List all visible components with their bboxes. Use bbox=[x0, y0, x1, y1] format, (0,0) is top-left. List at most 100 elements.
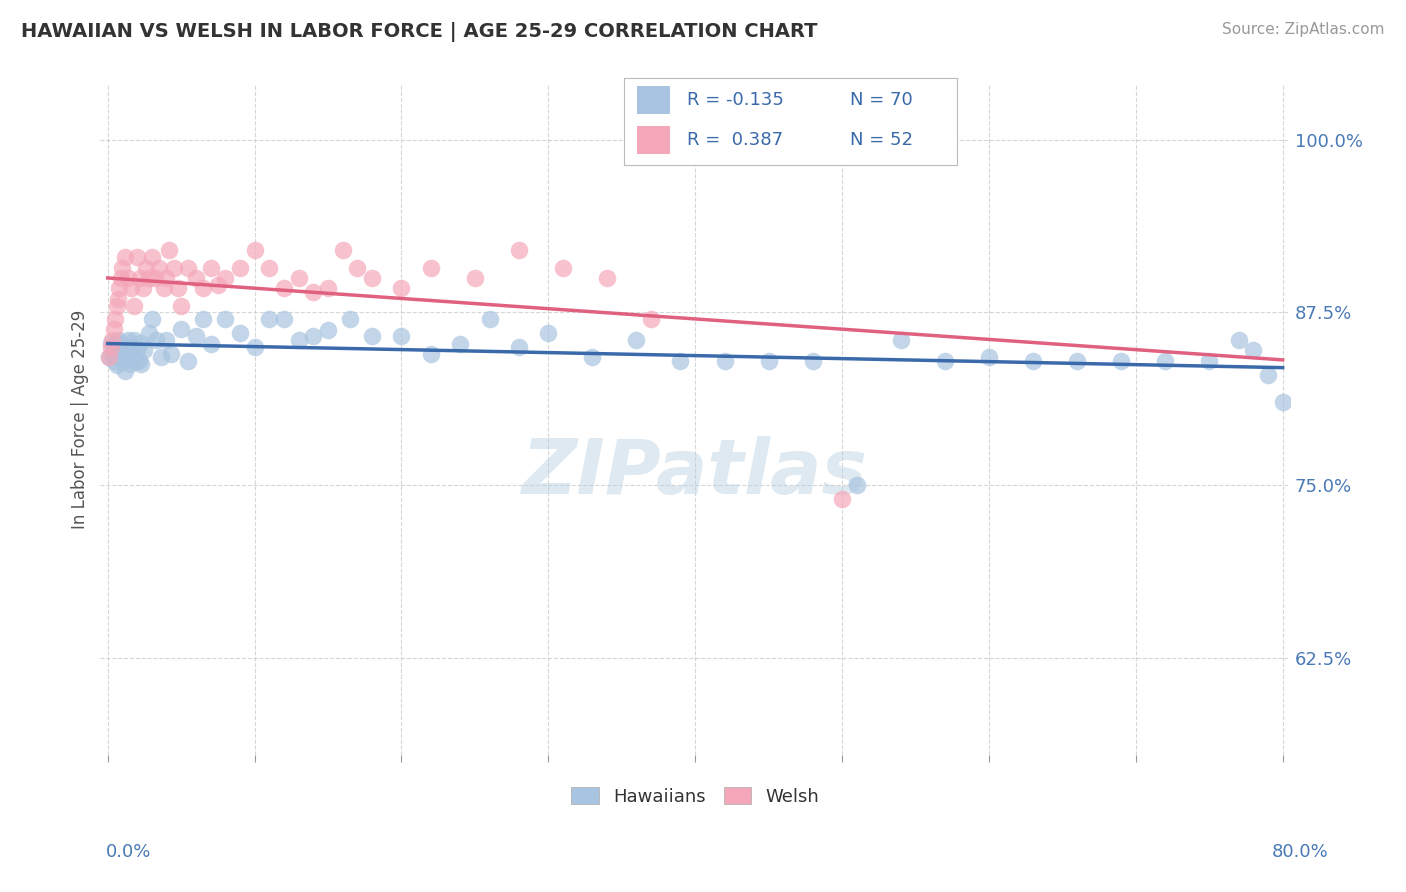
Point bbox=[1271, 395, 1294, 409]
Point bbox=[184, 271, 207, 285]
Point bbox=[135, 261, 157, 276]
Point bbox=[191, 280, 214, 294]
Point bbox=[361, 329, 384, 343]
Point bbox=[346, 261, 368, 276]
Point bbox=[129, 271, 152, 285]
Point bbox=[669, 354, 692, 368]
Point bbox=[111, 337, 134, 351]
Point bbox=[1227, 333, 1250, 347]
Point bbox=[152, 280, 174, 294]
Point bbox=[101, 333, 124, 347]
Point bbox=[259, 261, 281, 276]
Point bbox=[713, 354, 735, 368]
Point bbox=[449, 337, 471, 351]
Point bbox=[163, 261, 186, 276]
Point bbox=[1022, 354, 1045, 368]
Point bbox=[149, 350, 172, 364]
Point bbox=[229, 326, 252, 341]
Point bbox=[419, 347, 441, 361]
Point bbox=[419, 261, 441, 276]
Point bbox=[110, 271, 132, 285]
Point bbox=[1241, 343, 1264, 357]
Point bbox=[1066, 354, 1088, 368]
Point bbox=[478, 312, 501, 326]
Point bbox=[831, 492, 853, 507]
Point bbox=[98, 350, 121, 364]
Point bbox=[626, 333, 648, 347]
Point bbox=[121, 350, 143, 364]
Point bbox=[243, 340, 266, 354]
Point bbox=[214, 312, 236, 326]
Point bbox=[128, 354, 150, 368]
Point bbox=[273, 280, 295, 294]
Point bbox=[143, 271, 166, 285]
Point bbox=[391, 329, 413, 343]
Point bbox=[200, 337, 222, 351]
Point bbox=[105, 358, 128, 372]
Point bbox=[100, 335, 122, 350]
Point bbox=[117, 333, 139, 347]
Point bbox=[141, 250, 163, 264]
Point bbox=[207, 277, 229, 292]
Point bbox=[934, 354, 956, 368]
Legend: Hawaiians, Welsh: Hawaiians, Welsh bbox=[564, 780, 827, 813]
Text: 80.0%: 80.0% bbox=[1272, 843, 1329, 861]
Text: HAWAIIAN VS WELSH IN LABOR FORCE | AGE 25-29 CORRELATION CHART: HAWAIIAN VS WELSH IN LABOR FORCE | AGE 2… bbox=[21, 22, 818, 42]
Point bbox=[155, 333, 177, 347]
Point bbox=[148, 261, 170, 276]
Point bbox=[1257, 368, 1279, 382]
Point bbox=[640, 312, 662, 326]
Point bbox=[124, 354, 146, 368]
Point bbox=[243, 244, 266, 258]
Point bbox=[114, 250, 136, 264]
Point bbox=[801, 354, 824, 368]
Point bbox=[273, 312, 295, 326]
Point bbox=[155, 271, 177, 285]
Point bbox=[114, 363, 136, 377]
Point bbox=[229, 261, 252, 276]
Point bbox=[316, 323, 339, 337]
Point bbox=[1198, 354, 1220, 368]
Point bbox=[115, 343, 138, 357]
Point bbox=[122, 333, 145, 347]
Point bbox=[191, 312, 214, 326]
Point bbox=[108, 350, 131, 364]
Point bbox=[141, 312, 163, 326]
Point bbox=[287, 333, 309, 347]
Point bbox=[200, 261, 222, 276]
Point bbox=[104, 340, 127, 354]
Text: Source: ZipAtlas.com: Source: ZipAtlas.com bbox=[1222, 22, 1385, 37]
Point bbox=[890, 333, 912, 347]
Point bbox=[177, 261, 200, 276]
Point bbox=[111, 261, 134, 276]
Point bbox=[170, 322, 193, 336]
Point bbox=[508, 340, 530, 354]
Point bbox=[105, 299, 128, 313]
Point bbox=[1154, 354, 1177, 368]
Point bbox=[104, 312, 127, 326]
Point bbox=[103, 322, 125, 336]
Point bbox=[177, 354, 200, 368]
Text: 0.0%: 0.0% bbox=[105, 843, 150, 861]
Point bbox=[391, 280, 413, 294]
Point bbox=[758, 354, 780, 368]
Point bbox=[1109, 354, 1132, 368]
Point bbox=[108, 280, 131, 294]
Point bbox=[132, 280, 155, 294]
Point bbox=[100, 340, 122, 354]
Point bbox=[551, 261, 574, 276]
Point bbox=[977, 350, 1000, 364]
Point bbox=[129, 335, 152, 350]
Point bbox=[581, 350, 603, 364]
Point bbox=[98, 350, 121, 364]
Point bbox=[157, 244, 180, 258]
Point bbox=[107, 333, 129, 347]
Point bbox=[845, 478, 868, 492]
Point bbox=[131, 357, 153, 371]
Point bbox=[361, 271, 384, 285]
Point bbox=[107, 292, 129, 306]
Text: ZIPatlas: ZIPatlas bbox=[522, 436, 868, 510]
Point bbox=[302, 285, 325, 299]
Point bbox=[160, 347, 183, 361]
Point bbox=[110, 344, 132, 359]
